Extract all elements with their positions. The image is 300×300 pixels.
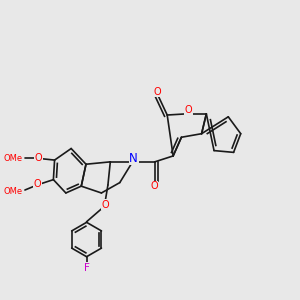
Text: O: O: [34, 153, 42, 163]
Text: OMe: OMe: [3, 154, 22, 163]
Text: O: O: [102, 200, 110, 210]
Text: F: F: [84, 263, 89, 273]
Text: OMe: OMe: [3, 187, 22, 196]
Text: N: N: [129, 152, 138, 165]
Text: O: O: [34, 179, 41, 189]
Text: O: O: [154, 87, 161, 97]
Text: O: O: [185, 105, 192, 115]
Text: O: O: [150, 182, 158, 191]
